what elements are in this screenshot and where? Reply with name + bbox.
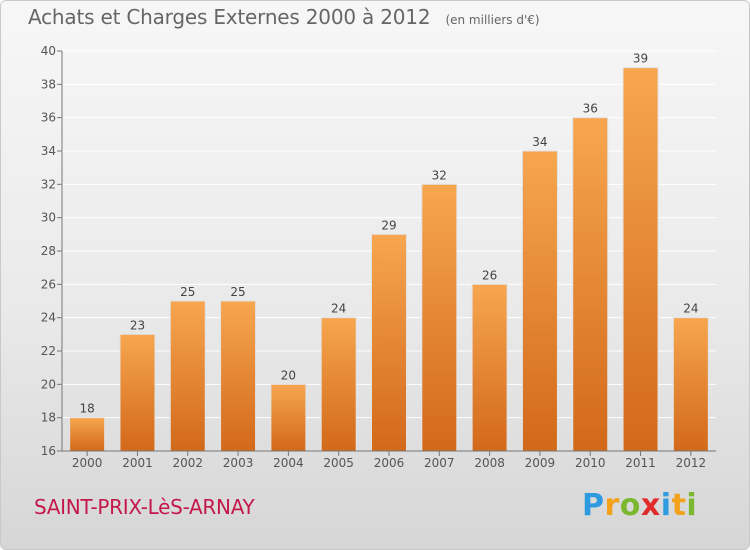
x-tick-label: 2005 [323,456,354,470]
bar [421,183,458,452]
bar-value-label: 39 [633,52,648,66]
bar [270,383,307,452]
x-tick-label: 2002 [172,456,203,470]
bar-value-label: 23 [130,318,145,332]
bar-value-label: 20 [281,368,296,382]
logo-letter: o [619,488,641,523]
x-tick-label: 2006 [374,456,405,470]
bar [371,233,407,452]
y-tick-label: 18 [41,411,56,425]
y-tick-label: 20 [41,377,56,391]
chart-title: Achats et Charges Externes 2000 à 2012 [28,5,431,29]
bar-value-label: 26 [482,268,497,282]
logo-letter: P [582,488,605,523]
y-tick-label: 24 [41,311,56,325]
proxiti-logo: Proxiti [582,488,697,523]
bar-value-label: 36 [583,102,598,116]
x-tick-label: 2003 [223,456,254,470]
bar-value-label: 25 [180,285,195,299]
x-tick-label: 2008 [474,456,505,470]
bar-value-label: 34 [532,135,547,149]
bar [69,417,106,452]
x-tick-label: 2012 [676,456,707,470]
place-name: SAINT-PRIX-LèS-ARNAY [34,495,255,519]
x-tick-label: 2000 [72,456,103,470]
bar [622,67,659,452]
bar [119,333,156,452]
bar [672,317,709,452]
x-tick-label: 2004 [273,456,304,470]
chart-unit: (en milliers d'€) [445,13,540,27]
x-tick-label: 2010 [575,456,606,470]
axes [57,50,716,456]
bar [220,300,257,452]
y-tick-label: 26 [41,277,56,291]
x-tick-label: 2001 [122,456,153,470]
logo-letter: i [660,488,672,523]
bar [169,300,206,452]
y-tick-label: 22 [41,344,56,358]
logo-letter: x [640,488,661,523]
y-tick-label: 32 [41,177,56,191]
bars [69,67,709,452]
logo-letter: i [686,488,698,523]
bar-value-label: 29 [381,218,396,232]
bar-value-label: 24 [683,302,698,316]
bar-value-label: 24 [331,302,346,316]
y-tick-label: 38 [41,77,56,91]
y-tick-label: 40 [41,44,56,58]
chart-title-group: Achats et Charges Externes 2000 à 2012 (… [28,5,540,29]
bar [521,150,558,452]
bar [572,117,609,452]
y-tick-label: 34 [41,144,56,158]
bar-value-label: 18 [80,402,95,416]
bar-value-label: 32 [432,168,447,182]
bar-value-label: 25 [230,285,245,299]
logo-letter: r [604,488,620,523]
y-tick-label: 16 [41,444,56,458]
y-tick-label: 30 [41,211,56,225]
x-tick-label: 2009 [525,456,556,470]
bar [471,283,508,452]
bar [320,317,357,452]
labels: 16 18 20 22 24 26 28 30 32 34 36 38 40 18 2000 23 2001 25… [41,44,706,470]
y-tick-label: 28 [41,244,56,258]
x-tick-label: 2011 [625,456,656,470]
logo-letter: t [671,488,687,523]
x-tick-label: 2007 [424,456,455,470]
y-tick-label: 36 [41,111,56,125]
